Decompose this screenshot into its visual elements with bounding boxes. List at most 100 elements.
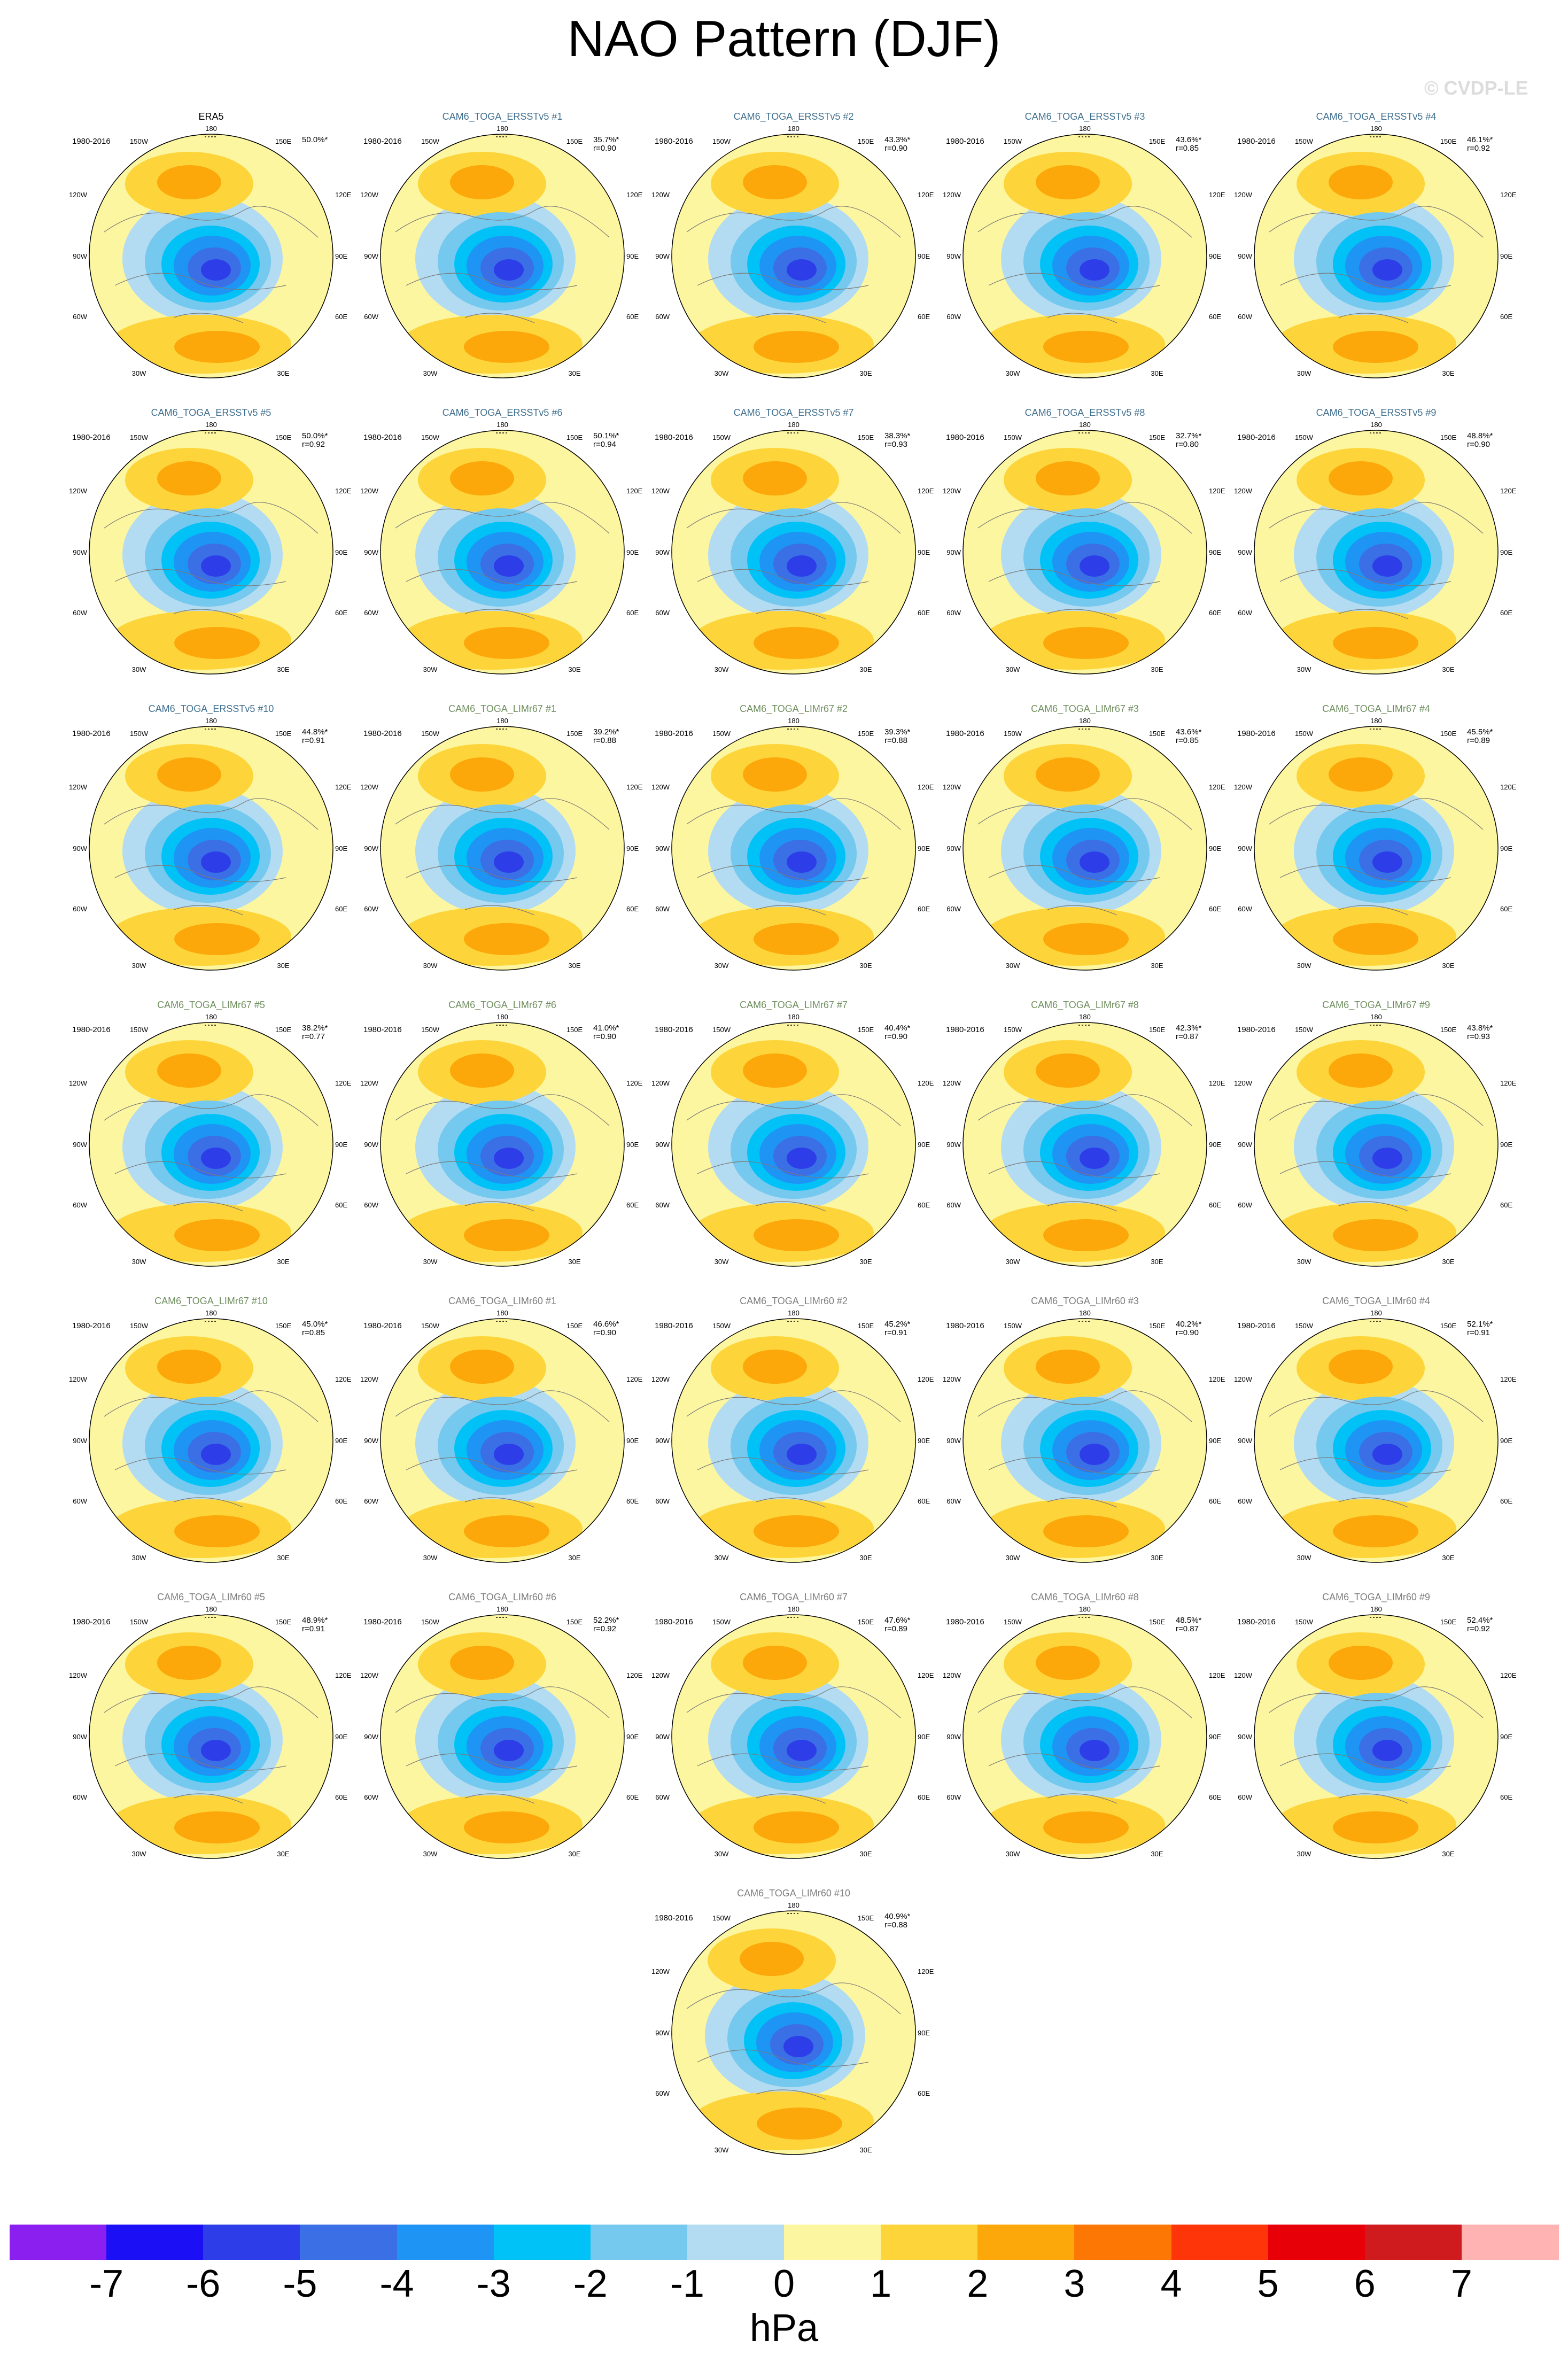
longitude-label: 180 <box>205 421 217 429</box>
panel-variance-pct: 52.4%* <box>1467 1616 1493 1625</box>
longitude-label: 30W <box>423 369 438 377</box>
panel-variance-pct: 40.2%* <box>1176 1320 1202 1329</box>
longitude-label: 90W <box>946 1733 961 1741</box>
map-boundary <box>671 1318 916 1563</box>
map-boundary <box>1254 430 1499 675</box>
longitude-label: 0 <box>1083 380 1086 382</box>
panel-pattern-correlation: r=0.85 <box>1176 736 1199 745</box>
longitude-label: 0 <box>500 1861 504 1862</box>
longitude-label: 150E <box>858 433 874 441</box>
longitude-label: 30W <box>715 962 729 970</box>
longitude-label: 90E <box>335 845 347 853</box>
panel-stats: 43.6%* r=0.85 <box>1176 728 1229 745</box>
panel-title: CAM6_TOGA_ERSSTv5 #5 <box>151 407 271 418</box>
longitude-label: 120E <box>1209 1079 1225 1087</box>
longitude-label: 90W <box>73 252 87 260</box>
longitude-label: 60W <box>73 1793 87 1801</box>
longitude-label: 150W <box>421 1618 440 1626</box>
longitude-label: 60E <box>918 1793 930 1801</box>
polar-map: 180 0 150W 150E 120W 120E 90W 90E 60W 60E 30W 30E <box>1234 1013 1517 1270</box>
panel-variance-pct: 48.5%* <box>1176 1616 1202 1625</box>
longitude-label: 90E <box>918 845 930 853</box>
longitude-label: 180 <box>788 125 799 133</box>
map-boundary <box>671 134 916 378</box>
polar-map: 180 0 150W 150E 120W 120E 90W 90E 60W 60E 30W 30E <box>943 1310 1225 1566</box>
longitude-label: 150W <box>712 1026 731 1034</box>
panel-years: 1980-2016 <box>655 1321 693 1330</box>
longitude-label: 120E <box>1500 1375 1517 1383</box>
longitude-label: 120E <box>626 487 643 495</box>
longitude-label: 90W <box>655 1733 670 1741</box>
panel-title: CAM6_TOGA_LIMr67 #4 <box>1322 703 1430 714</box>
panel-years: 1980-2016 <box>72 1321 111 1330</box>
longitude-label: 90W <box>655 252 670 260</box>
map-panel: CAM6_TOGA_LIMr60 #3 180 0 150W 150E 120W 120E 9… <box>941 1296 1229 1568</box>
longitude-label: 90E <box>1500 1437 1512 1445</box>
longitude-label: 150E <box>275 137 292 145</box>
coastline-outline <box>977 1094 1192 1212</box>
longitude-label: 90W <box>73 845 87 853</box>
longitude-label: 90W <box>946 845 961 853</box>
map-field <box>381 1022 624 1266</box>
panel-title: CAM6_TOGA_LIMr60 #7 <box>740 1592 848 1602</box>
longitude-label: 150W <box>130 730 149 738</box>
panel-pattern-correlation: r=0.85 <box>302 1328 325 1337</box>
coastline-outline <box>1269 798 1484 916</box>
longitude-label: 180 <box>1079 1013 1091 1021</box>
panel-pattern-correlation: r=0.92 <box>302 440 325 449</box>
longitude-label: 90E <box>918 2029 930 2037</box>
longitude-label: 0 <box>1374 1268 1378 1270</box>
map-panel: CAM6_TOGA_LIMr67 #9 180 0 150W 150E 120W 120E 9… <box>1232 1000 1520 1272</box>
map-panel: CAM6_TOGA_ERSSTv5 #8 180 0 150W 150E 120W 120E… <box>941 407 1229 680</box>
panel-stats: 52.4%* r=0.92 <box>1467 1616 1520 1633</box>
longitude-label: 0 <box>500 1564 504 1566</box>
longitude-label: 120W <box>360 191 379 199</box>
longitude-label: 30E <box>277 1850 289 1858</box>
map-panel: CAM6_TOGA_ERSSTv5 #5 180 0 150W 150E 120W 120E… <box>67 407 355 680</box>
longitude-label: 150W <box>1004 1322 1022 1330</box>
map-field <box>381 1319 624 1562</box>
map-boundary <box>671 1614 916 1859</box>
panel-stats: 48.5%* r=0.87 <box>1176 1616 1229 1633</box>
panel-years: 1980-2016 <box>72 729 111 738</box>
longitude-label: 120E <box>918 487 934 495</box>
longitude-label: 180 <box>788 1013 799 1021</box>
longitude-label: 60W <box>1238 1793 1252 1801</box>
panel-stats: 48.8%* r=0.90 <box>1467 432 1520 449</box>
panel-pattern-correlation: r=0.90 <box>593 1328 616 1337</box>
panel-stats: 40.4%* r=0.90 <box>884 1024 938 1041</box>
map-panel: CAM6_TOGA_LIMr60 #7 180 0 150W 150E 120W 120E 9… <box>649 1592 938 1864</box>
coastline-outline <box>395 1686 610 1804</box>
longitude-label: 120W <box>651 1079 670 1087</box>
panel-years: 1980-2016 <box>363 433 402 442</box>
panel-years: 1980-2016 <box>655 729 693 738</box>
panel-variance-pct: 52.1%* <box>1467 1320 1493 1329</box>
longitude-label: 150E <box>1149 1618 1166 1626</box>
coastline-outline <box>977 206 1192 323</box>
longitude-label: 180 <box>496 1013 508 1021</box>
polar-map: 180 0 150W 150E 120W 120E 90W 90E 60W 60E 30W 30E <box>1234 125 1517 382</box>
panel-pattern-correlation: r=0.88 <box>884 1920 907 1930</box>
longitude-label: 150W <box>1004 433 1022 441</box>
longitude-label: 90E <box>1209 1141 1221 1149</box>
colorbar-tick-label: 6 <box>1354 2263 1376 2305</box>
panel-title: CAM6_TOGA_LIMr67 #8 <box>1031 1000 1139 1010</box>
coastline-outline <box>104 206 319 323</box>
map-boundary <box>671 1022 916 1267</box>
map-boundary <box>89 134 333 378</box>
longitude-label: 60W <box>946 1497 961 1505</box>
colorbar-unit-label: hPa <box>749 2307 819 2350</box>
map-panel: CAM6_TOGA_ERSSTv5 #1 180 0 150W 150E 120W 120E… <box>358 111 647 384</box>
panel-title: CAM6_TOGA_ERSSTv5 #9 <box>1316 407 1437 418</box>
map-field <box>1254 430 1498 674</box>
longitude-label: 150W <box>130 1322 149 1330</box>
longitude-label: 90E <box>1209 1733 1221 1741</box>
longitude-label: 30E <box>859 369 872 377</box>
panel-pattern-correlation: r=0.89 <box>1467 736 1490 745</box>
longitude-label: 120W <box>943 1079 961 1087</box>
polar-map: 180 0 150W 150E 120W 120E 90W 90E 60W 60E 30W 30E <box>1234 1310 1517 1566</box>
longitude-label: 90W <box>73 1733 87 1741</box>
longitude-label: 60W <box>946 1201 961 1209</box>
panel-title: CAM6_TOGA_LIMr67 #3 <box>1031 703 1139 714</box>
panel-years: 1980-2016 <box>946 1617 984 1626</box>
